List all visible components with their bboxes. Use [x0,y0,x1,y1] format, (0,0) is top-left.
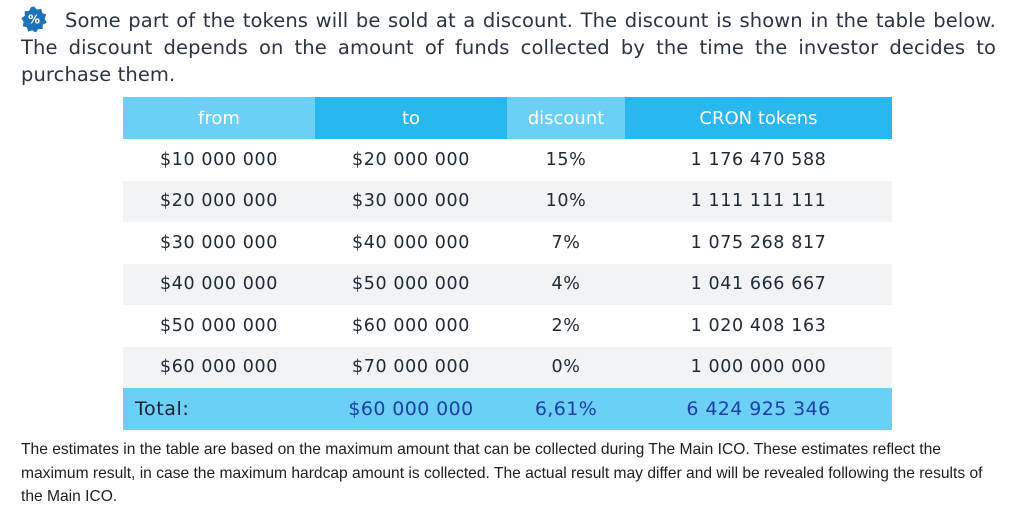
table-row: $30 000 000 $40 000 000 7% 1 075 268 817 [123,222,892,264]
cell-from: $20 000 000 [123,180,315,222]
svg-text:%: % [28,13,40,27]
cell-to: $20 000 000 [315,139,507,181]
cell-discount: 4% [507,263,625,305]
cell-tokens: 1 075 268 817 [625,222,892,264]
discount-badge-icon: % [21,6,47,32]
discount-table: from to discount CRON tokens $10 000 000… [123,97,892,430]
table-row: $10 000 000 $20 000 000 15% 1 176 470 58… [123,139,892,181]
total-discount: 6,61% [507,388,625,430]
table-header-row: from to discount CRON tokens [123,97,892,139]
total-label: Total: [123,388,315,430]
cell-from: $60 000 000 [123,346,315,388]
intro-text: Some part of the tokens will be sold at … [21,9,996,86]
cell-to: $40 000 000 [315,222,507,264]
table-total-row: Total: $60 000 000 6,61% 6 424 925 346 [123,388,892,430]
table-row: $40 000 000 $50 000 000 4% 1 041 666 667 [123,263,892,305]
header-cron-tokens: CRON tokens [625,97,892,139]
cell-discount: 7% [507,222,625,264]
cell-to: $30 000 000 [315,180,507,222]
cell-to: $70 000 000 [315,346,507,388]
cell-tokens: 1 041 666 667 [625,263,892,305]
total-tokens: 6 424 925 346 [625,388,892,430]
cell-discount: 15% [507,139,625,181]
cell-tokens: 1 000 000 000 [625,346,892,388]
header-to: to [315,97,507,139]
cell-to: $50 000 000 [315,263,507,305]
cell-discount: 2% [507,305,625,347]
table-row: $60 000 000 $70 000 000 0% 1 000 000 000 [123,346,892,388]
cell-from: $30 000 000 [123,222,315,264]
cell-from: $40 000 000 [123,263,315,305]
total-amount: $60 000 000 [315,388,507,430]
estimates-note: The estimates in the table are based on … [21,441,983,505]
cell-tokens: 1 111 111 111 [625,180,892,222]
cell-from: $10 000 000 [123,139,315,181]
cell-from: $50 000 000 [123,305,315,347]
header-from: from [123,97,315,139]
table-row: $20 000 000 $30 000 000 10% 1 111 111 11… [123,180,892,222]
intro-paragraph: % Some part of the tokens will be sold at… [21,6,996,88]
cell-tokens: 1 176 470 588 [625,139,892,181]
cell-to: $60 000 000 [315,305,507,347]
header-discount: discount [507,97,625,139]
cell-discount: 10% [507,180,625,222]
cell-tokens: 1 020 408 163 [625,305,892,347]
cell-discount: 0% [507,346,625,388]
table-row: $50 000 000 $60 000 000 2% 1 020 408 163 [123,305,892,347]
